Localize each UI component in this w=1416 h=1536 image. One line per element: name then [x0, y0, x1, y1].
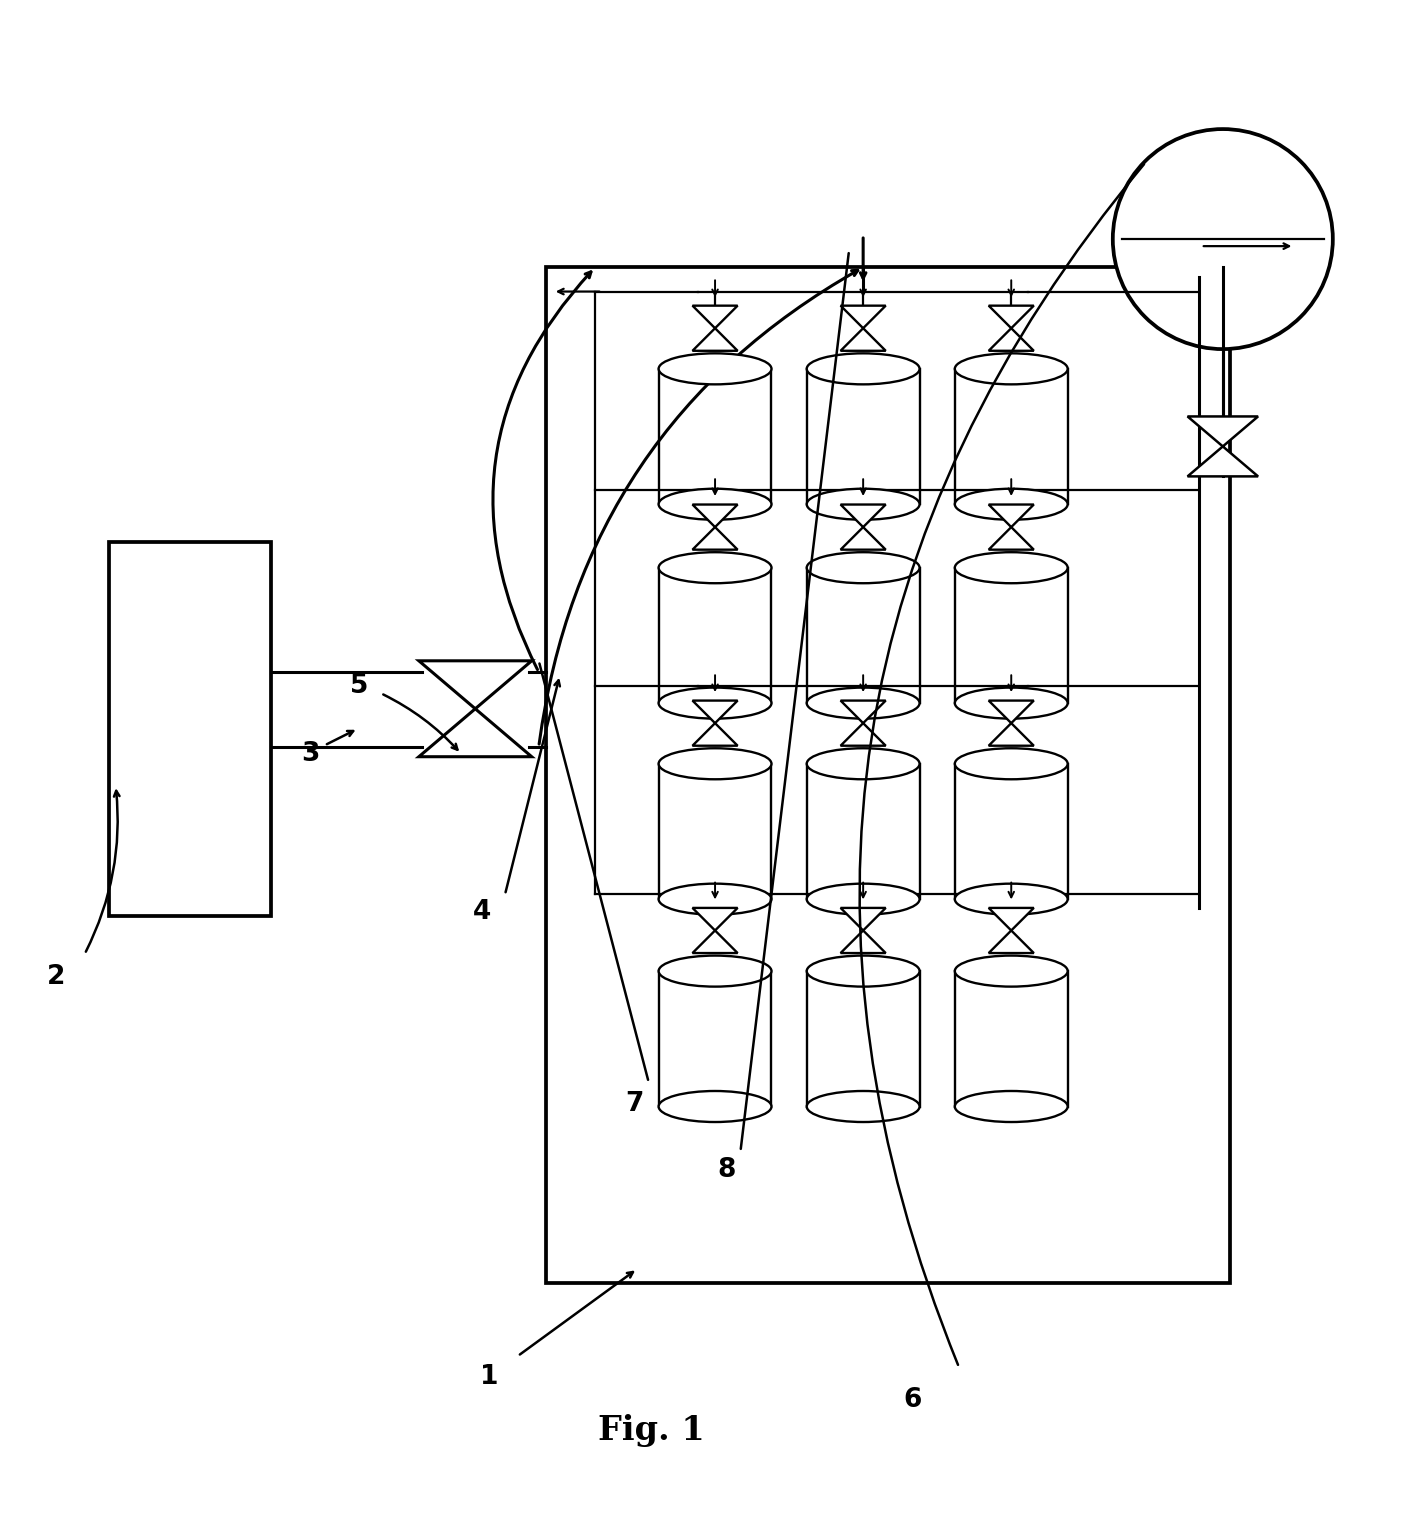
Ellipse shape	[807, 353, 919, 384]
Text: 7: 7	[626, 1091, 644, 1117]
Text: 5: 5	[350, 673, 368, 699]
Ellipse shape	[954, 688, 1068, 719]
Polygon shape	[692, 527, 738, 550]
Polygon shape	[841, 527, 886, 550]
Polygon shape	[692, 306, 738, 329]
Ellipse shape	[658, 488, 772, 519]
Polygon shape	[988, 504, 1034, 527]
Polygon shape	[988, 329, 1034, 350]
Bar	[545, 267, 1231, 1283]
Ellipse shape	[954, 353, 1068, 384]
Ellipse shape	[954, 488, 1068, 519]
Polygon shape	[841, 329, 886, 350]
Polygon shape	[841, 908, 886, 931]
Ellipse shape	[807, 955, 919, 986]
Polygon shape	[692, 931, 738, 952]
Ellipse shape	[954, 748, 1068, 779]
Polygon shape	[419, 660, 531, 708]
Polygon shape	[841, 306, 886, 329]
Ellipse shape	[954, 553, 1068, 584]
Polygon shape	[841, 931, 886, 952]
Ellipse shape	[954, 883, 1068, 914]
Ellipse shape	[658, 688, 772, 719]
Ellipse shape	[807, 553, 919, 584]
Ellipse shape	[807, 1091, 919, 1121]
Ellipse shape	[658, 553, 772, 584]
Ellipse shape	[658, 883, 772, 914]
Polygon shape	[841, 504, 886, 527]
Ellipse shape	[807, 748, 919, 779]
Ellipse shape	[954, 1091, 1068, 1121]
Polygon shape	[419, 708, 531, 757]
Text: 2: 2	[47, 963, 65, 989]
Polygon shape	[988, 931, 1034, 952]
Ellipse shape	[658, 353, 772, 384]
Polygon shape	[988, 700, 1034, 723]
Polygon shape	[692, 700, 738, 723]
Ellipse shape	[807, 883, 919, 914]
Ellipse shape	[658, 955, 772, 986]
Polygon shape	[841, 723, 886, 745]
Ellipse shape	[954, 955, 1068, 986]
Text: Fig. 1: Fig. 1	[598, 1415, 705, 1447]
Text: 8: 8	[716, 1157, 735, 1183]
Polygon shape	[692, 504, 738, 527]
Polygon shape	[692, 908, 738, 931]
Polygon shape	[841, 700, 886, 723]
Ellipse shape	[807, 488, 919, 519]
Polygon shape	[988, 908, 1034, 931]
Polygon shape	[1188, 447, 1257, 476]
Text: 4: 4	[473, 899, 491, 925]
Text: 6: 6	[903, 1387, 922, 1413]
Polygon shape	[988, 527, 1034, 550]
Polygon shape	[692, 723, 738, 745]
Polygon shape	[988, 723, 1034, 745]
Ellipse shape	[658, 748, 772, 779]
Circle shape	[1113, 129, 1332, 349]
Text: 3: 3	[302, 740, 320, 766]
Polygon shape	[988, 306, 1034, 329]
Bar	[109, 542, 270, 915]
Polygon shape	[1188, 416, 1257, 447]
Text: 1: 1	[480, 1364, 498, 1390]
Ellipse shape	[658, 1091, 772, 1121]
Ellipse shape	[807, 688, 919, 719]
Polygon shape	[692, 329, 738, 350]
